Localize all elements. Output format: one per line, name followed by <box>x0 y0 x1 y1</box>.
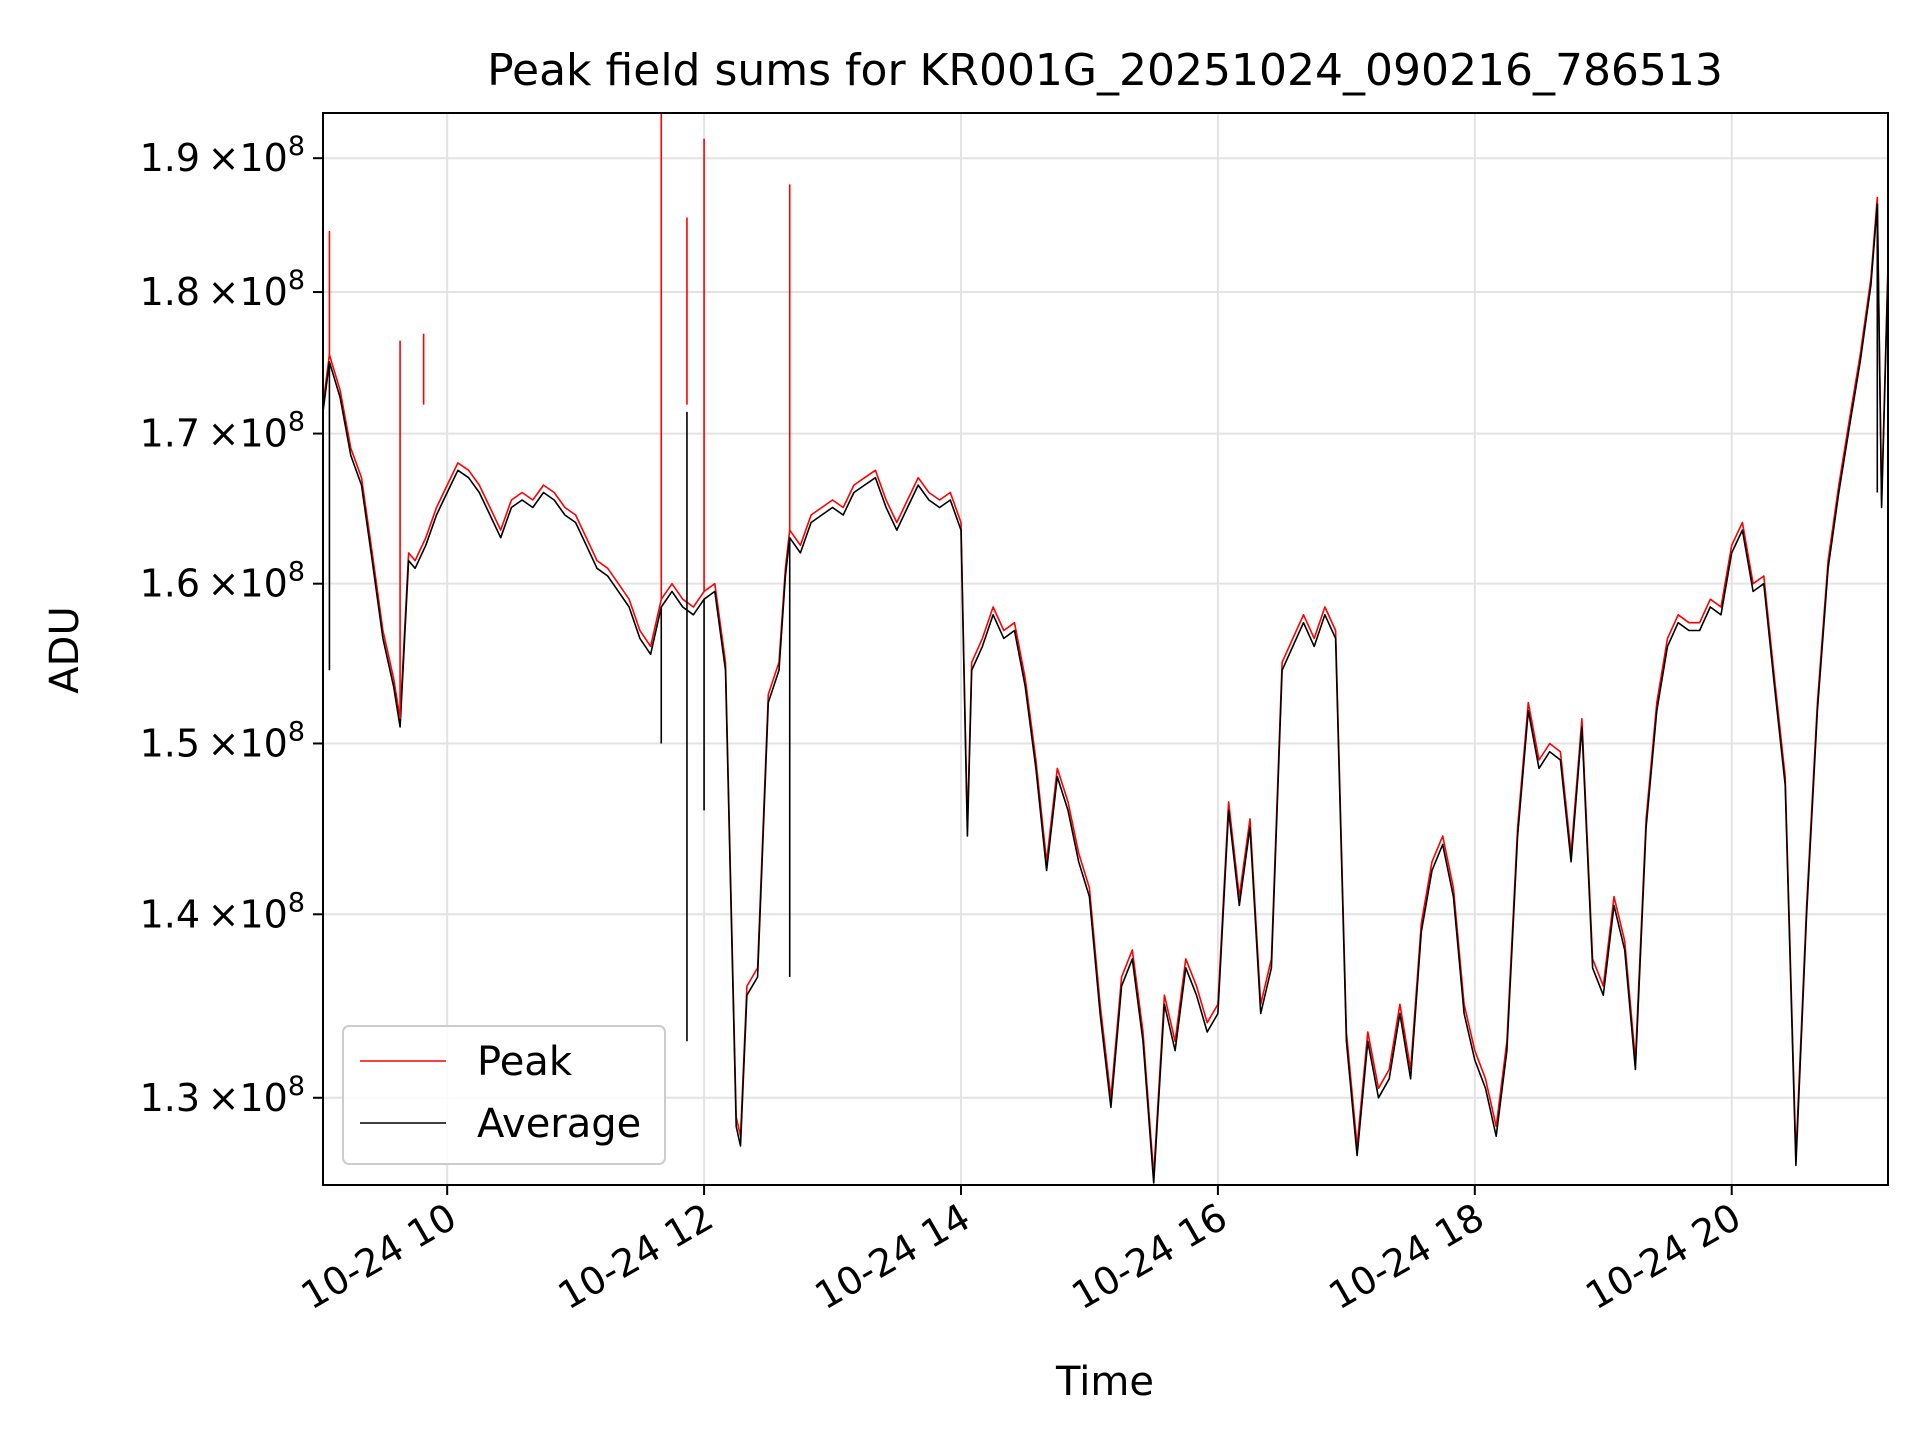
y-axis-label: ADU <box>42 606 88 693</box>
y-tick-label: 1.5 ×108 <box>140 716 305 765</box>
y-tick-label: 1.3 ×108 <box>140 1071 305 1120</box>
y-tick-label: 1.6 ×108 <box>140 557 305 606</box>
series-line-average <box>323 203 1888 1184</box>
series-line-peak <box>323 196 1888 1176</box>
x-axis-label: Time <box>1055 1359 1154 1405</box>
plot-frame <box>322 112 1889 1186</box>
y-tick-label: 1.8 ×108 <box>140 265 305 314</box>
y-tick-label: 1.7 ×108 <box>140 407 305 456</box>
legend-label-peak: Peak <box>477 1039 573 1085</box>
y-tick-label: 1.4 ×108 <box>140 887 305 936</box>
y-axis: 1.3 ×108 1.4 ×108 1.5 ×108 1.6 ×108 1.7 ×108… <box>140 131 323 1120</box>
y-tick-label: 1.9 ×108 <box>140 131 305 180</box>
legend-label-average: Average <box>477 1101 641 1147</box>
plot-series <box>323 113 1888 1184</box>
legend: Peak Average <box>342 1025 666 1165</box>
chart-title: Peak field sums for KR001G_20251024_0902… <box>487 45 1723 96</box>
